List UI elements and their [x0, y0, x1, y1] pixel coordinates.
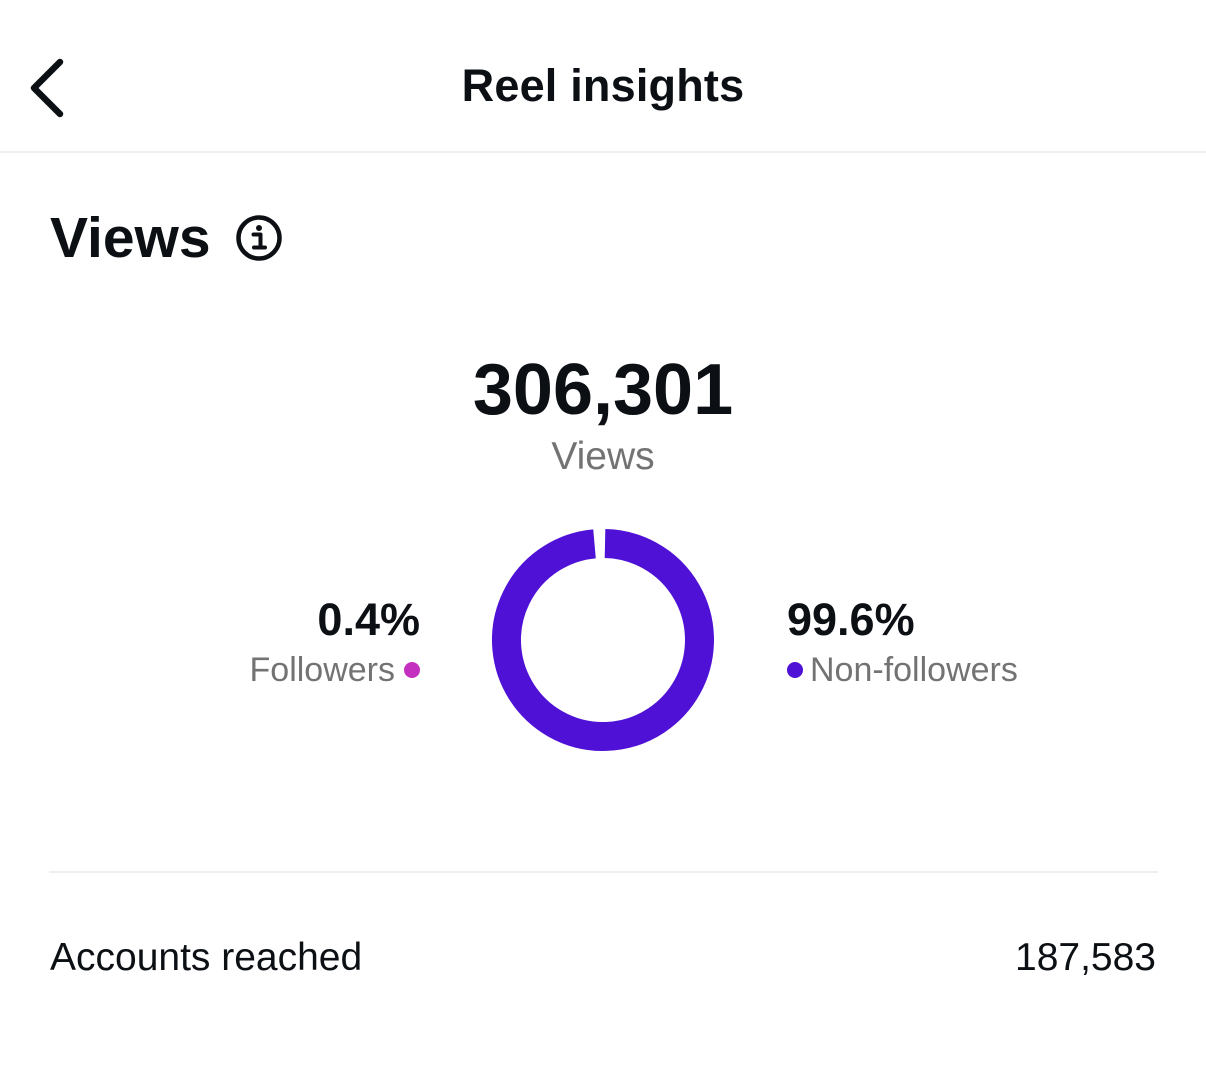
followers-stat: 0.4% Followers	[250, 592, 420, 692]
non-followers-label: Non-followers	[810, 651, 1018, 689]
back-button[interactable]	[14, 50, 80, 126]
non-followers-percent: 99.6%	[787, 594, 915, 645]
page-title: Reel insights	[461, 60, 745, 111]
chevron-left-icon	[30, 58, 64, 118]
views-section-header: Views	[50, 204, 283, 272]
views-donut-chart	[492, 529, 714, 751]
followers-percent: 0.4%	[317, 594, 420, 645]
followers-label: Followers	[249, 651, 395, 689]
total-views-label: Views	[551, 435, 655, 478]
divider	[49, 871, 1158, 873]
total-views-value: 306,301	[472, 350, 734, 430]
info-icon[interactable]	[235, 214, 283, 262]
non-followers-arc	[492, 529, 714, 751]
non-followers-dot	[787, 662, 803, 678]
followers-dot	[404, 662, 420, 678]
section-title: Views	[50, 206, 211, 270]
header-bar: Reel insights	[0, 0, 1206, 153]
accounts-reached-label: Accounts reached	[50, 936, 363, 979]
non-followers-stat: 99.6% Non-followers	[787, 592, 1018, 692]
accounts-reached-row: Accounts reached 187,583	[50, 930, 1156, 986]
accounts-reached-value: 187,583	[1015, 936, 1156, 979]
followers-legend: Followers	[250, 648, 420, 692]
non-followers-legend: Non-followers	[787, 648, 1018, 692]
